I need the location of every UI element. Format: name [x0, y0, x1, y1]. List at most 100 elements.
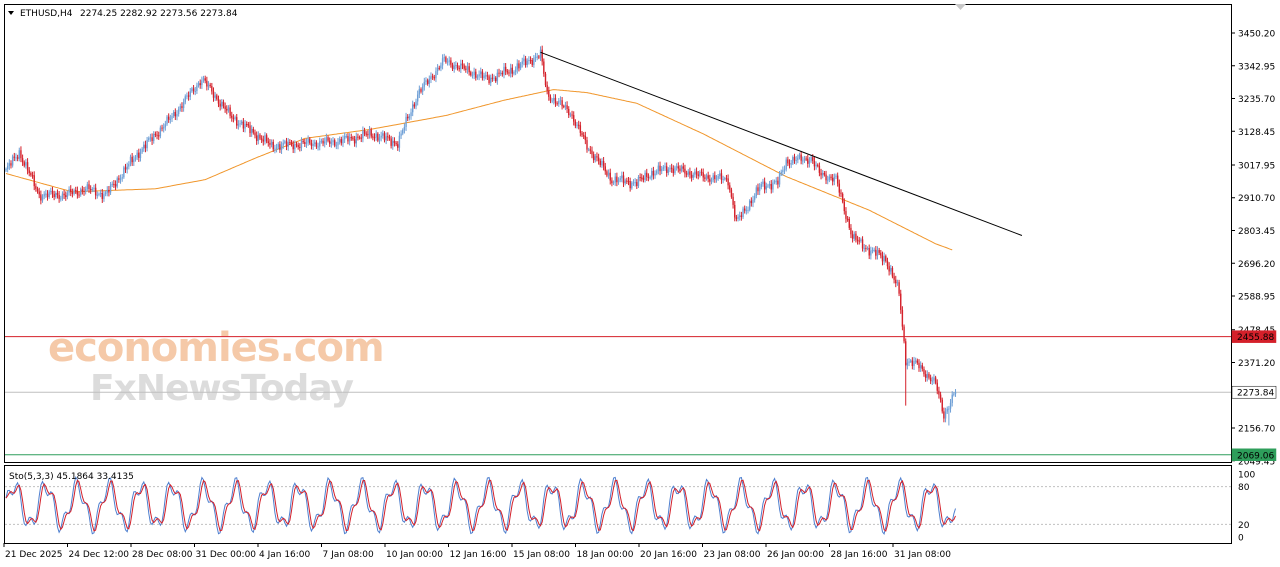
candle-body [181, 106, 183, 109]
candle-body [61, 193, 64, 199]
candle [320, 138, 323, 144]
candle [146, 136, 148, 152]
candle [352, 135, 354, 141]
candle-body [309, 138, 311, 144]
candle [827, 175, 829, 185]
candle-body [382, 133, 384, 136]
candle-body [124, 167, 127, 170]
trendline[interactable] [540, 51, 1023, 236]
candle-body [820, 172, 822, 176]
candle-body [438, 67, 440, 69]
candle-body [803, 158, 806, 161]
candle [637, 175, 640, 189]
candle-body [86, 184, 89, 190]
candle-body [554, 97, 557, 104]
candle-body [96, 194, 98, 196]
candle-body [758, 186, 761, 192]
candle-body [737, 216, 739, 219]
candle [199, 79, 201, 89]
candle [929, 374, 932, 385]
candle [453, 61, 455, 73]
candle-body [727, 178, 729, 186]
candle [440, 62, 442, 72]
candle-body [629, 181, 631, 189]
candle [455, 61, 457, 70]
candle-body [792, 156, 794, 164]
candle [277, 142, 279, 150]
candle [415, 98, 417, 110]
candle [943, 407, 945, 423]
candle-body [822, 172, 824, 176]
candle [430, 72, 432, 84]
candle-body [269, 143, 271, 145]
watermark-line-1: economies.com [48, 325, 384, 371]
candle [387, 132, 389, 141]
candle-body [380, 135, 382, 138]
candle-body [476, 76, 479, 78]
candle-body [579, 125, 582, 133]
candle-body [815, 164, 817, 167]
candle-body [506, 71, 509, 73]
candle-body [16, 157, 19, 159]
candle [262, 135, 264, 146]
candle [11, 154, 14, 168]
candle-body [742, 208, 744, 218]
candle [388, 134, 391, 141]
candle-body [71, 192, 74, 194]
candle [521, 57, 523, 68]
candle-body [606, 171, 608, 176]
candle-body [639, 177, 641, 179]
current-tag-text: 2273.84 [1237, 389, 1274, 399]
candle [805, 156, 807, 162]
candle-body [812, 157, 814, 161]
candle-body [657, 165, 660, 171]
candle [513, 70, 515, 76]
candle-body [397, 144, 399, 148]
candle-body [280, 145, 283, 150]
candle-body [551, 100, 553, 102]
candle [778, 171, 781, 188]
candle-body [81, 189, 84, 191]
candle-body [544, 73, 547, 86]
candle-body [320, 140, 323, 142]
candle-body [131, 156, 133, 163]
candle-body [772, 182, 774, 190]
candle [790, 159, 792, 168]
candle-body [222, 101, 225, 107]
candle-body [770, 184, 772, 190]
candle-body [928, 373, 930, 378]
candle-body [430, 76, 432, 80]
candle [367, 130, 369, 139]
candle [850, 224, 852, 239]
candle [709, 174, 711, 186]
symbol-dropdown-icon[interactable] [8, 11, 14, 15]
candle [187, 91, 190, 101]
candle-body [413, 104, 416, 107]
y-tick-label: 2588.95 [1238, 293, 1275, 303]
candle [445, 55, 447, 64]
candle-body [677, 166, 679, 169]
candle [154, 131, 157, 138]
candle [690, 171, 693, 182]
candle-body [634, 182, 636, 184]
candle [118, 175, 120, 183]
candle [674, 165, 676, 175]
candle-body [750, 200, 753, 204]
candle-body [823, 172, 826, 175]
candle [307, 135, 309, 146]
candle [373, 133, 376, 142]
candle [133, 155, 135, 166]
candle [652, 166, 655, 180]
candle-body [312, 143, 314, 146]
candle [478, 70, 480, 81]
candle [94, 183, 97, 200]
candle-body [443, 57, 445, 59]
candle-body [149, 137, 152, 139]
candle-body [621, 175, 623, 179]
candle [212, 87, 215, 102]
candle [421, 83, 424, 96]
candle-body [33, 175, 35, 187]
candle-body [548, 90, 550, 97]
x-tick-label: 24 Dec 12:00 [69, 550, 130, 560]
